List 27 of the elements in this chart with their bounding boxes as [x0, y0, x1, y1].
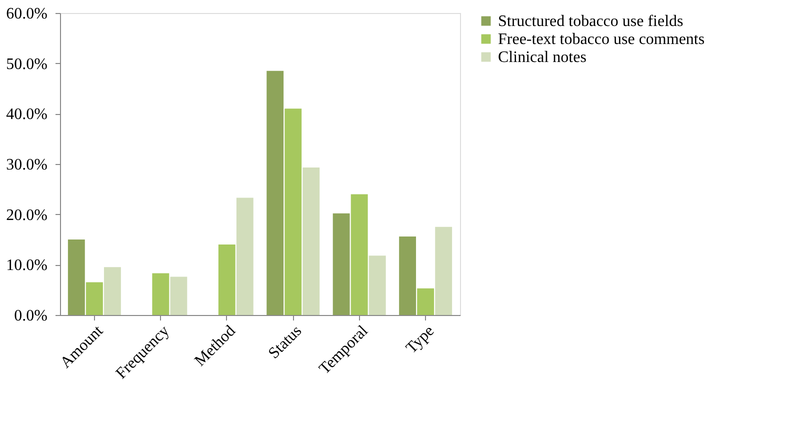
y-tick-label: 50.0% [6, 56, 48, 73]
x-tick-label: Type [403, 322, 438, 357]
bar [218, 244, 236, 315]
legend-label: Clinical notes [498, 49, 586, 66]
y-tick-label: 60.0% [6, 6, 48, 22]
bar [435, 226, 452, 315]
bar [68, 240, 85, 315]
y-tick-label: 30.0% [6, 156, 48, 174]
legend-label: Free-text tobacco use comments [498, 31, 705, 48]
bar [417, 288, 434, 315]
bar [302, 168, 320, 315]
bar [399, 236, 416, 315]
y-tick-label: 10.0% [6, 257, 48, 274]
y-tick-label: 0.0% [14, 308, 48, 324]
bar [266, 70, 284, 315]
legend-label: Structured tobacco use fields [498, 13, 684, 30]
bar [332, 213, 350, 315]
y-tick-label: 20.0% [6, 206, 48, 224]
bar [368, 256, 386, 315]
bar [170, 276, 188, 315]
y-tick-label: 40.0% [6, 106, 48, 124]
bar [104, 267, 121, 315]
bar [86, 282, 103, 315]
bar [350, 194, 368, 315]
bar [236, 198, 254, 315]
bar [284, 108, 302, 315]
bar [152, 273, 170, 315]
